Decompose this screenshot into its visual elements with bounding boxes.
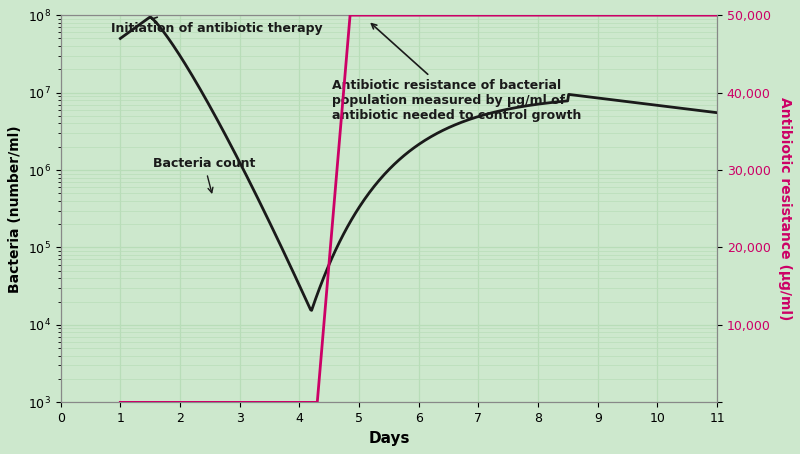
X-axis label: Days: Days <box>368 431 410 446</box>
Y-axis label: Antibiotic resistance (μg/ml): Antibiotic resistance (μg/ml) <box>778 97 792 321</box>
Y-axis label: Bacteria (number/ml): Bacteria (number/ml) <box>8 125 22 292</box>
Text: Initiation of antibiotic therapy: Initiation of antibiotic therapy <box>111 17 323 35</box>
Text: Antibiotic resistance of bacterial
population measured by μg/ml of
antibiotic ne: Antibiotic resistance of bacterial popul… <box>332 24 582 122</box>
Text: Bacteria count: Bacteria count <box>153 158 255 192</box>
